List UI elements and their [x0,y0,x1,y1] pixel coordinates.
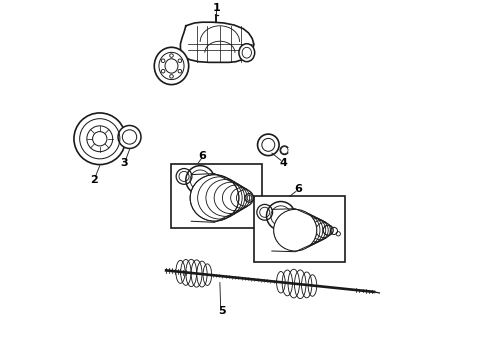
Text: 4: 4 [279,158,287,168]
Polygon shape [172,164,262,228]
Ellipse shape [154,47,189,85]
Ellipse shape [274,210,317,251]
Ellipse shape [118,126,141,148]
Text: 1: 1 [213,3,220,13]
Text: 6: 6 [199,150,207,161]
Text: 6: 6 [294,184,302,194]
Ellipse shape [190,175,239,221]
Text: 2: 2 [91,175,98,185]
Text: 5: 5 [218,306,225,316]
Ellipse shape [258,134,279,156]
Text: 3: 3 [121,158,128,168]
Ellipse shape [239,44,255,62]
Polygon shape [254,196,345,262]
Ellipse shape [74,113,125,165]
